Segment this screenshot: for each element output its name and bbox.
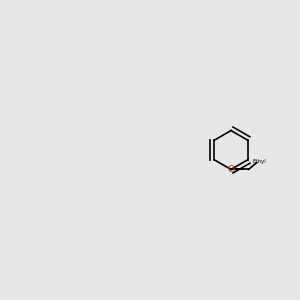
Text: Ethyl: Ethyl xyxy=(253,159,266,164)
Text: O: O xyxy=(227,165,235,174)
